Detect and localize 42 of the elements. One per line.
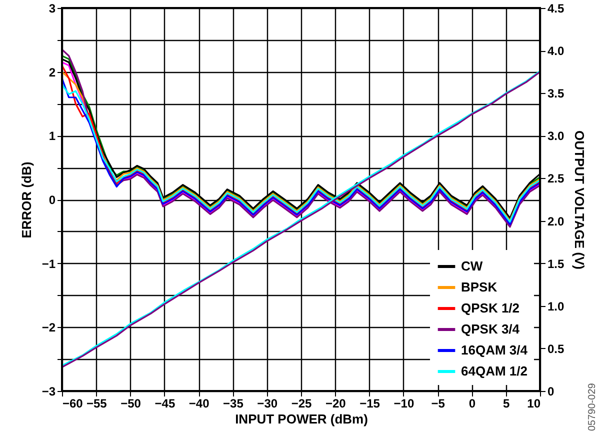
legend-label: 16QAM 3/4 (461, 342, 528, 358)
y2-tick-label: 1.0 (548, 299, 565, 314)
y-tick-label: −3 (42, 384, 56, 398)
legend-label: BPSK (461, 280, 498, 294)
x-tick-label: −30 (257, 396, 278, 410)
x-tick-label: −20 (325, 396, 346, 410)
y2-tick-label: 2.5 (548, 172, 565, 186)
y-axis-title: ERROR (dB) (18, 162, 34, 238)
x-axis-title: INPUT POWER (dBm) (235, 412, 368, 426)
y2-tick-label: 4.0 (548, 44, 565, 58)
y2-axis-title: OUTPUT VOLTAGE (V) (572, 130, 588, 270)
x-tick-label: −35 (223, 396, 244, 410)
y-tick-label: −2 (42, 320, 56, 335)
text: 05790-029 (587, 382, 598, 431)
y2-tick-label: 2.0 (548, 214, 565, 228)
x-tick-label: 0 (468, 396, 476, 410)
y-tick-label: 1 (48, 129, 56, 144)
y-tick-label: 2 (48, 65, 56, 80)
y2-tick-label: 1.5 (548, 256, 565, 271)
x-tick-label: −10 (394, 396, 414, 410)
x-tick-label: −40 (188, 396, 210, 410)
x-tick-label: −45 (154, 396, 176, 410)
y2-tick-label: 0.5 (548, 342, 565, 356)
x-tick-label: −15 (360, 396, 380, 410)
legend-label: QPSK 3/4 (461, 322, 520, 336)
legend-label: 64QAM 1/2 (461, 364, 528, 378)
x-tick-label: −60 (62, 396, 84, 410)
y-tick-label: 0 (48, 193, 56, 207)
x-tick-label: −55 (86, 396, 108, 410)
x-tick-label: −50 (120, 396, 142, 410)
y2-tick-label: 3.0 (548, 129, 565, 144)
x-tick-label: −5 (431, 396, 446, 410)
legend-label: CW (461, 258, 484, 274)
y2-tick-label: 0 (548, 384, 554, 398)
x-tick-label: 5 (503, 396, 510, 410)
legend-label: QPSK 1/2 (461, 300, 520, 316)
y-tick-label: −1 (42, 256, 56, 271)
y2-tick-label: 4.5 (548, 2, 565, 16)
x-tick-label: −25 (291, 396, 312, 410)
y-tick-label: 3 (48, 2, 56, 16)
y2-tick-label: 3.5 (548, 86, 565, 101)
x-tick-label: 10 (527, 396, 541, 410)
